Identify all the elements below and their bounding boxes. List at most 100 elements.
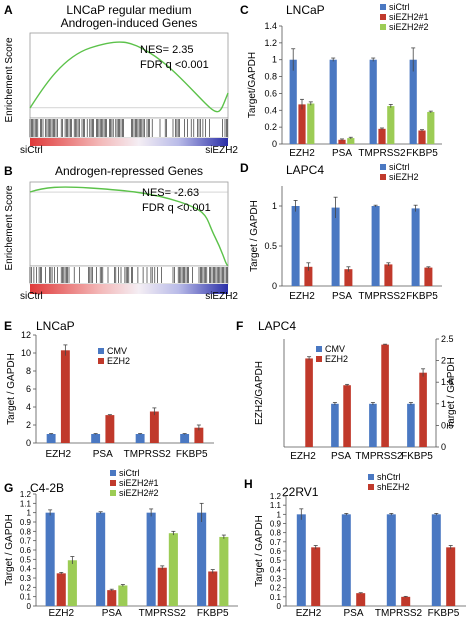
chart-title: LNCaP	[286, 3, 325, 17]
legend-swatch	[110, 480, 116, 486]
y-tick-label: 0.9	[270, 520, 282, 529]
y-tick-label: 0.2	[264, 122, 277, 132]
bar	[46, 434, 56, 443]
y-tick-label: 0.6	[270, 547, 282, 556]
y-tick-label: 0.2	[20, 583, 32, 592]
y-tick-label: 1	[272, 201, 277, 211]
bar	[378, 128, 386, 144]
panel-letter: E	[4, 319, 12, 333]
y-tick-label: 1.5	[441, 377, 454, 387]
x-category-label: TMPRSS2	[358, 148, 406, 159]
bar-chart-panel-g: G C4-2B 00.10.20.30.40.50.60.70.80.911.11.…	[4, 468, 238, 619]
chart-title: C4-2B	[30, 481, 64, 495]
gsea-rank-gradient	[30, 138, 228, 146]
bar	[419, 372, 427, 447]
panel-letter: D	[240, 161, 249, 175]
gsea-enrichment-curve	[29, 186, 229, 267]
bar	[168, 533, 178, 606]
legend-label: EZH2	[107, 356, 130, 366]
legend-swatch	[98, 358, 104, 364]
bar	[347, 138, 355, 144]
y-tick-label: 1.1	[270, 501, 282, 510]
x-category-label: TMPRSS2	[139, 608, 187, 619]
x-category-label: EZH2	[290, 451, 316, 462]
y-tick-label: 1.2	[264, 38, 277, 48]
y-tick-label: 1	[277, 510, 282, 519]
y-tick-label: 0.3	[20, 574, 32, 583]
bar	[289, 59, 297, 144]
x-category-label: FKBP5	[406, 291, 438, 302]
panel-letter: B	[4, 164, 13, 178]
legend-label: siEZH2#2	[389, 22, 429, 32]
legend-swatch	[368, 484, 374, 490]
y-tick-label: 1.1	[20, 499, 32, 508]
bar	[369, 59, 377, 144]
bar	[298, 104, 306, 144]
legend-label: siEZH2	[389, 172, 419, 182]
bar	[105, 415, 115, 443]
gsea-left-label: siCtrl	[20, 291, 43, 302]
panel-letter: A	[4, 3, 13, 17]
y-tick-label: 2.5	[441, 334, 454, 344]
legend-swatch	[380, 4, 386, 10]
x-category-label: PSA	[93, 449, 113, 460]
y-tick-label: 0.4	[264, 105, 277, 115]
y-tick-label: 1	[272, 55, 277, 65]
y-tick-label: 10	[21, 348, 31, 358]
gsea-ylabel: Enrichement Score	[4, 37, 15, 122]
legend-label: siEZH2#1	[389, 12, 429, 22]
chart-title: LNCaP	[36, 319, 75, 333]
bar	[157, 567, 167, 606]
y-tick-label: 0	[441, 442, 446, 452]
x-category-label: FKBP5	[176, 449, 208, 460]
x-category-label: PSA	[331, 451, 351, 462]
gsea-left-label: siCtrl	[20, 145, 43, 156]
y-tick-label: 0.8	[270, 529, 282, 538]
y-tick-label: 0.5	[441, 420, 454, 430]
x-category-label: FKBP5	[428, 608, 460, 619]
y-tick-label: 0.8	[264, 72, 277, 82]
gsea-nes: NES= 2.35	[140, 44, 194, 56]
bar	[67, 560, 77, 606]
legend-label: CMV	[107, 346, 127, 356]
gsea-fdr: FDR q <0.001	[140, 59, 209, 71]
bar	[311, 547, 321, 606]
bar	[296, 514, 306, 606]
y-tick-label: 0.1	[20, 593, 32, 602]
gsea-nes: NES= -2.63	[142, 187, 199, 199]
bar	[331, 403, 339, 447]
y-tick-label: 0.5	[270, 556, 282, 565]
y-tick-label: 6	[26, 384, 31, 394]
y-tick-label: 1.2	[270, 492, 282, 501]
gsea-right-label: siEZH2	[205, 145, 238, 156]
legend-label: siCtrl	[389, 162, 410, 172]
y-tick-label: 0.7	[20, 537, 32, 546]
y-axis-label: Target / GAPDH	[6, 353, 17, 425]
y-axis-label: EZH2/GAPDH	[254, 361, 265, 425]
bar	[45, 512, 55, 606]
bar	[107, 590, 117, 606]
bar-chart-panel-h: H 22RV1 00.10.20.30.40.50.60.70.80.911.11.…	[244, 472, 466, 619]
bar	[149, 411, 159, 443]
bar	[418, 130, 426, 144]
x-category-label: EZH2	[296, 608, 322, 619]
legend-swatch	[98, 348, 104, 354]
bar	[427, 111, 435, 144]
bar-chart-panel-c: C LNCaP 0 0.2 0.4 0.6 0.8 1 1.2 1.4 Target/GAPDH EZ…	[240, 2, 442, 159]
x-category-label: EZH2	[289, 148, 315, 159]
bar	[180, 434, 190, 443]
y-tick-label: 0.6	[20, 546, 32, 555]
gsea-hits-frame	[29, 117, 229, 139]
gsea-right-label: siEZH2	[205, 291, 238, 302]
x-category-label: TMPRSS2	[358, 291, 406, 302]
y-tick-label: 0.4	[20, 565, 32, 574]
bar-chart-panel-f: F LAPC4 0 0.5 1 1.5 2 2.5 EZH2/GAPDH Target / GAP…	[236, 319, 457, 462]
gsea-hit-ticks	[29, 267, 228, 283]
y-tick-label: 0.4	[270, 565, 282, 574]
legend-swatch	[368, 474, 374, 480]
bar	[341, 514, 351, 606]
bar	[96, 512, 106, 606]
y-tick-label: 0.7	[270, 538, 282, 547]
bar	[208, 571, 218, 606]
bar	[409, 59, 417, 144]
